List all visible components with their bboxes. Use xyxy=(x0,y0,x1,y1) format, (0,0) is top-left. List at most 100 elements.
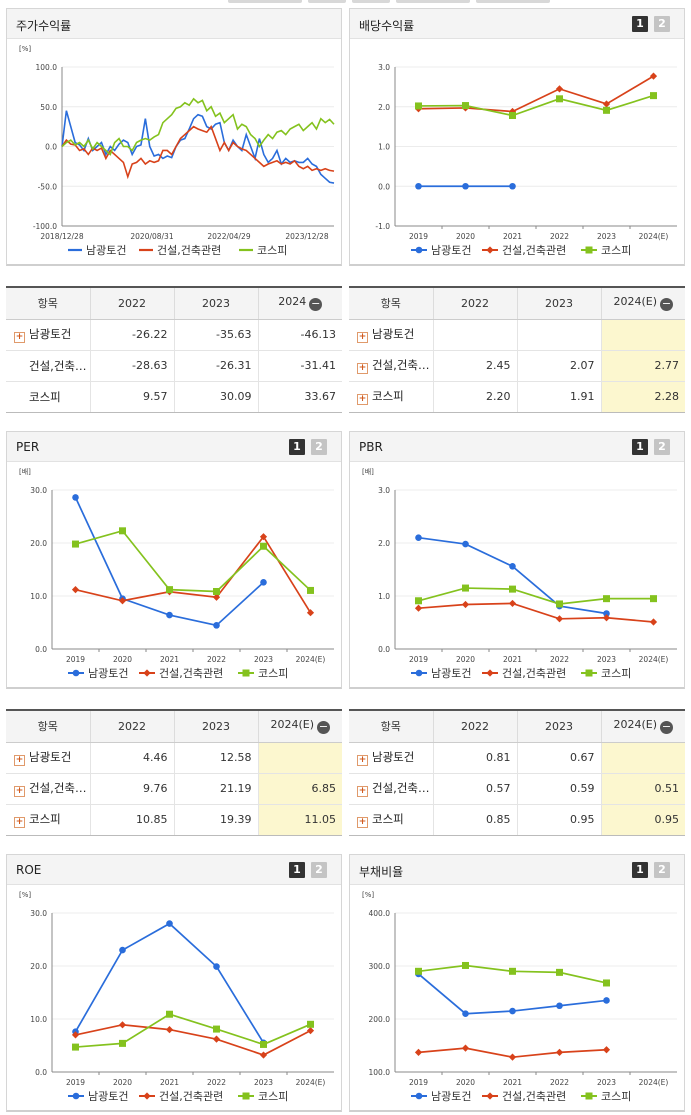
expand-icon[interactable]: + xyxy=(357,363,368,374)
page-1-button[interactable]: 1 xyxy=(632,439,648,455)
expand-icon[interactable]: + xyxy=(14,332,25,343)
cell-value: -31.41 xyxy=(257,350,342,382)
page-1-button[interactable]: 1 xyxy=(289,439,305,455)
y-tick-label: -1.0 xyxy=(375,222,390,231)
data-point xyxy=(462,182,469,190)
cell-value xyxy=(600,742,685,774)
row-name: + 남광토건 xyxy=(349,742,433,774)
row-label: 코스피 xyxy=(372,389,404,404)
header-label: 2024(E) xyxy=(613,718,658,732)
expand-icon[interactable]: + xyxy=(357,332,368,343)
y-tick-label: 30.0 xyxy=(30,486,47,495)
row-name: 코스피 xyxy=(6,381,90,412)
data-point xyxy=(556,600,563,608)
header-item: 항목 xyxy=(349,288,433,320)
row-label: 남광토건 xyxy=(29,327,72,341)
header-label: 2024(E) xyxy=(613,295,658,309)
header-year: 2023 xyxy=(173,711,258,743)
x-tick-label: 2019 xyxy=(409,232,428,241)
expand-icon[interactable]: + xyxy=(14,755,25,766)
header-year: 2024(E) − xyxy=(600,711,685,743)
data-point xyxy=(306,609,315,617)
x-tick-label: 2020 xyxy=(456,655,475,664)
page-1-button[interactable]: 1 xyxy=(632,16,648,32)
cell-value: -35.63 xyxy=(173,319,258,351)
data-point xyxy=(462,961,469,969)
data-point xyxy=(585,1092,593,1100)
data-point xyxy=(143,669,151,677)
y-tick-label: 1.0 xyxy=(378,592,390,601)
x-tick-label: 2023 xyxy=(597,232,616,241)
series-line xyxy=(418,587,654,605)
data-point xyxy=(602,1046,611,1054)
data-point xyxy=(509,111,516,119)
expand-icon[interactable]: + xyxy=(357,817,368,829)
expand-icon[interactable]: + xyxy=(357,394,368,406)
table-row: 코스피 9.57 30.09 33.67 xyxy=(6,381,342,412)
data-point xyxy=(212,1035,221,1043)
y-tick-label: 400.0 xyxy=(369,909,391,918)
cell-value: 10.85 xyxy=(89,804,174,835)
table-row: + 남광토건 0.81 0.67 xyxy=(349,742,685,774)
header-item: 항목 xyxy=(6,288,90,320)
data-point xyxy=(603,610,610,617)
collapse-icon[interactable]: − xyxy=(660,720,674,735)
data-point xyxy=(213,1025,220,1033)
debt-ratio-chart: [%] 400.0 300.0 200.0 100.0 2019 2020 2021 2022 2… xyxy=(362,891,677,1103)
data-point xyxy=(555,615,564,623)
cell-value: -28.63 xyxy=(89,350,174,382)
collapse-icon[interactable]: − xyxy=(660,297,674,312)
table-row: + 코스피 2.20 1.91 2.28 xyxy=(349,381,685,412)
row-name: + 건설,건축… xyxy=(6,773,90,805)
page-2-button[interactable]: 2 xyxy=(654,862,670,878)
page-2-button[interactable]: 2 xyxy=(311,439,327,455)
header-label: 항목 xyxy=(380,720,401,734)
top-tab[interactable] xyxy=(228,0,302,3)
table-row: + 코스피 0.85 0.95 0.95 xyxy=(349,804,685,835)
header-year: 2022 xyxy=(432,711,517,743)
expand-icon[interactable]: + xyxy=(14,817,25,829)
roe-chart: [%] 30.0 20.0 10.0 0.0 2019 2020 2021 2022 2023 20… xyxy=(19,891,334,1103)
header-year: 2023 xyxy=(173,288,258,320)
series-line xyxy=(418,94,654,117)
series-line xyxy=(75,535,312,614)
cell-value: 2.28 xyxy=(600,381,685,412)
row-label: 코스피 xyxy=(29,812,61,827)
expand-icon[interactable]: + xyxy=(14,786,25,797)
legend-label: 남광토건 xyxy=(431,1090,471,1103)
data-point xyxy=(603,595,610,603)
legend-label: 남광토건 xyxy=(88,1090,128,1103)
collapse-icon[interactable]: − xyxy=(317,720,331,735)
page-1-button[interactable]: 1 xyxy=(289,862,305,878)
collapse-icon[interactable]: − xyxy=(309,297,323,312)
data-point xyxy=(166,1010,173,1018)
top-tab[interactable] xyxy=(476,0,550,3)
page-2-button[interactable]: 2 xyxy=(311,862,327,878)
cell-value xyxy=(600,319,685,351)
table-row: + 건설,건축… 0.57 0.59 0.51 xyxy=(349,773,685,805)
expand-icon[interactable]: + xyxy=(357,786,368,797)
top-tab[interactable] xyxy=(308,0,346,3)
row-name: + 남광토건 xyxy=(349,319,433,351)
page-1-button[interactable]: 1 xyxy=(632,862,648,878)
stock-return-table: 항목 2022 2023 2024− + 남광토건 -26.22 -35.63 -46.13 건설… xyxy=(6,286,342,413)
pbr-table: 항목 2022 2023 2024(E) − + 남광토건 0.81 0.67 + 건설,건축… 0.… xyxy=(349,709,685,836)
x-tick-label: 2019 xyxy=(409,655,428,664)
data-point xyxy=(650,92,657,100)
expand-icon[interactable]: + xyxy=(357,755,368,766)
row-label: 건설,건축… xyxy=(372,781,430,795)
page-2-button[interactable]: 2 xyxy=(654,16,670,32)
data-point xyxy=(119,946,126,954)
page-2-button[interactable]: 2 xyxy=(654,439,670,455)
x-tick-label: 2022 xyxy=(550,655,569,664)
x-tick-label: 2020/08/31 xyxy=(130,232,173,241)
cell-value: 0.95 xyxy=(516,804,601,835)
cell-value: 2.77 xyxy=(600,350,685,382)
panel-title: PER xyxy=(16,440,40,454)
data-point xyxy=(72,494,79,501)
top-tab[interactable] xyxy=(352,0,390,3)
top-tab[interactable] xyxy=(396,0,470,3)
cell-value: 0.59 xyxy=(516,773,601,805)
legend-label: 건설,건축관련 xyxy=(157,244,221,257)
data-point xyxy=(166,611,173,619)
